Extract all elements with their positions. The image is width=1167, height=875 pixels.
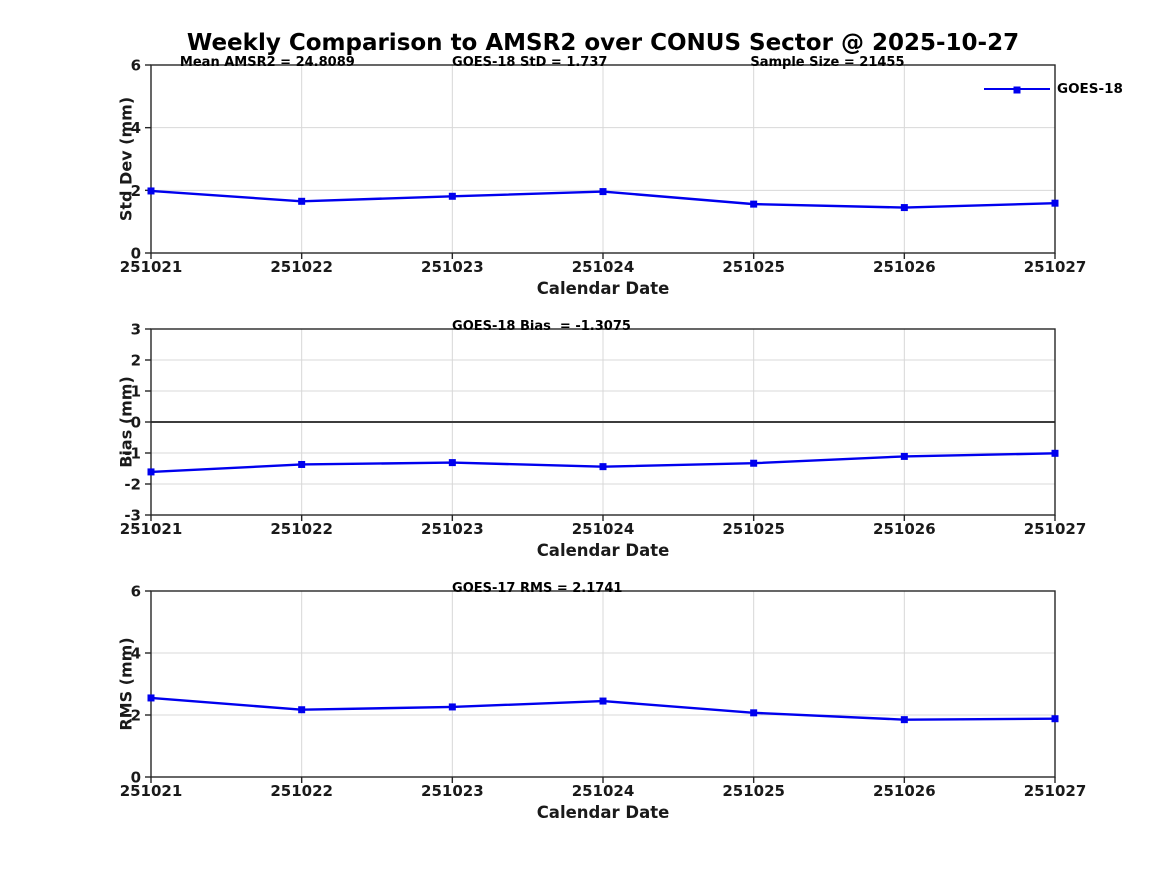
y-tick-label: 2 — [131, 352, 141, 370]
annotation-mean-amsr2: Mean AMSR2 = 24.8089 — [179, 55, 355, 70]
data-point-marker — [298, 197, 306, 205]
annotation-goes18-bias: GOES-18 Bias = -1.3075 — [452, 319, 631, 334]
y-tick-label: 6 — [131, 583, 141, 601]
y-tick-label: 2 — [131, 707, 141, 725]
y-tick-label: 2 — [131, 182, 141, 200]
x-tick-label: 251022 — [270, 782, 333, 800]
x-tick-label: 251025 — [722, 258, 785, 276]
y-tick-label: 4 — [131, 119, 141, 137]
ylabel-std-dev: Std Dev (mm) — [116, 96, 136, 222]
x-tick-label: 251027 — [1024, 258, 1087, 276]
data-point-marker — [750, 200, 758, 208]
data-point-marker — [900, 452, 908, 460]
data-point-marker — [1051, 715, 1059, 723]
y-tick-label: -1 — [124, 445, 141, 463]
y-tick-label: 6 — [131, 57, 141, 75]
y-tick-label: 3 — [131, 321, 141, 339]
data-point-marker — [900, 204, 908, 212]
y-tick-label: 0 — [131, 769, 141, 787]
x-tick-label: 251021 — [120, 258, 183, 276]
x-tick-label: 251022 — [270, 520, 333, 538]
ylabel-rms: RMS (mm) — [116, 637, 136, 731]
y-tick-label: 0 — [131, 414, 141, 432]
y-tick-label: -3 — [124, 507, 141, 525]
legend-label: GOES-18 — [1057, 80, 1123, 97]
panel-rms: 251021 251022 251023 251024 251025 251026 2510… — [120, 583, 1087, 801]
data-point-marker — [750, 709, 758, 717]
data-point-marker — [298, 460, 306, 468]
x-tick-label: 251026 — [873, 520, 936, 538]
data-point-marker — [599, 697, 607, 705]
data-point-marker — [448, 703, 456, 711]
panel-std-dev: 251021 251022 251023 251024 251025 251026 2510… — [120, 57, 1087, 277]
x-tick-label: 251026 — [873, 258, 936, 276]
data-point-marker — [298, 706, 306, 714]
ylabel-bias: Bias (mm) — [116, 376, 136, 468]
x-tick-label: 251021 — [120, 520, 183, 538]
x-tick-label: 251022 — [270, 258, 333, 276]
x-tick-label: 251024 — [572, 782, 635, 800]
data-point-marker — [1051, 199, 1059, 207]
x-tick-label: 251024 — [572, 520, 635, 538]
annotation-goes17-rms: GOES-17 RMS = 2.1741 — [452, 581, 623, 596]
data-point-marker — [750, 459, 758, 467]
x-tick-label: 251024 — [572, 258, 635, 276]
xlabel-calendar-date-top: Calendar Date — [536, 279, 670, 298]
data-point-marker — [1051, 449, 1059, 457]
legend: GOES-18 — [984, 80, 1123, 97]
x-tick-label: 251021 — [120, 782, 183, 800]
data-point-marker — [147, 187, 155, 195]
y-tick-label: 4 — [131, 645, 141, 663]
x-tick-label: 251023 — [421, 258, 484, 276]
data-point-marker — [900, 716, 908, 724]
annotation-sample-size: Sample Size = 21455 — [750, 55, 905, 70]
y-tick-label: 1 — [131, 383, 141, 401]
panel-bias: 251021 251022 251023 251024 251025 251026 2510… — [120, 321, 1087, 539]
x-tick-label: 251023 — [421, 782, 484, 800]
y-tick-label: 0 — [131, 245, 141, 263]
x-tick-label: 251023 — [421, 520, 484, 538]
legend-line-sample — [984, 86, 1050, 93]
data-point-marker — [448, 192, 456, 200]
annotation-goes18-std: GOES-18 StD = 1.737 — [452, 55, 608, 70]
data-point-marker — [448, 459, 456, 467]
data-point-marker — [599, 463, 607, 471]
chart-title: Weekly Comparison to AMSR2 over CONUS Se… — [186, 30, 1020, 56]
data-point-marker — [599, 188, 607, 196]
xlabel-calendar-date-bottom: Calendar Date — [536, 803, 670, 822]
x-tick-label: 251027 — [1024, 782, 1087, 800]
x-tick-label: 251025 — [722, 520, 785, 538]
data-point-marker — [147, 694, 155, 702]
y-tick-label: -2 — [124, 476, 141, 494]
x-tick-label: 251026 — [873, 782, 936, 800]
data-point-marker — [147, 468, 155, 476]
x-tick-label: 251025 — [722, 782, 785, 800]
xlabel-calendar-date-middle: Calendar Date — [536, 541, 670, 560]
legend-square-marker-icon — [1013, 86, 1021, 93]
x-tick-label: 251027 — [1024, 520, 1087, 538]
